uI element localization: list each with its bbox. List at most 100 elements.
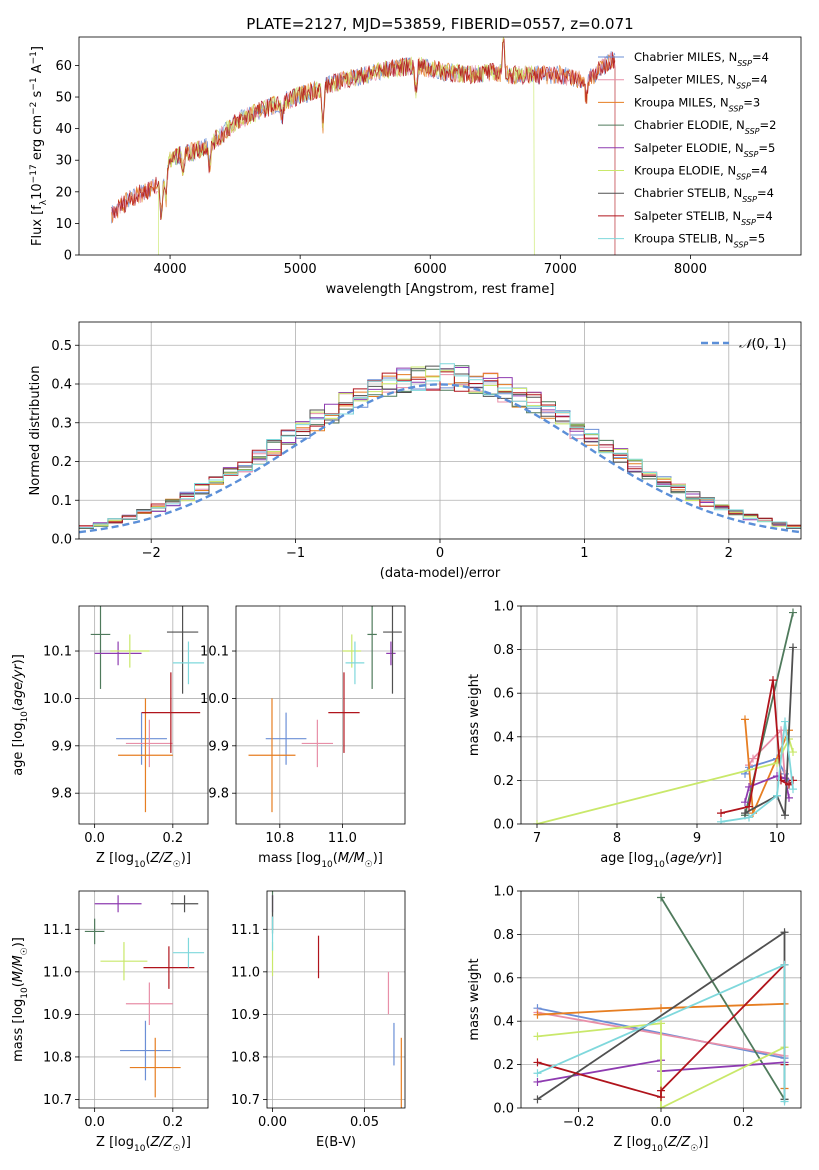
legend: Chabrier MILES, NSSP=4 Salpeter MILES, NS… [598,50,776,249]
legend-label: Chabrier STELIB, NSSP=4 [634,186,774,204]
weight-marker [533,820,541,824]
x-tick-label: −0.2 [563,1115,595,1130]
weight-line [537,1022,785,1108]
x-tick-label: 2 [725,546,733,561]
y-tick-label: 0.8 [493,928,514,943]
y-tick-label: 30 [55,154,72,169]
weight-marker [533,1058,542,1067]
plot-area [236,606,405,824]
panel-age_vs_mass: 10.8 11.0 9.8 9.9 10.0 10.1 mass [log10(M/M☉)] [200,605,406,870]
weight-marker [741,809,749,818]
y-tick-label: 0.3 [51,416,72,431]
x-axis-label: Z [log10(Z/Z☉)] [614,1135,709,1154]
legend-label: Salpeter MILES, NSSP=4 [634,73,768,91]
x-tick-label: 0.0 [84,831,105,846]
legend-label: 𝒩(0, 1) [739,337,786,352]
weight-line [536,736,794,824]
y-tick-label: 9.8 [208,787,229,802]
weight-marker [745,813,753,822]
legend-label: Chabrier ELODIE, NSSP=2 [634,118,776,136]
x-tick-label: 0.2 [162,831,183,846]
legend-label: Kroupa MILES, NSSP=3 [634,95,760,113]
weight-marker [717,809,725,818]
weight-marker [533,1095,542,1104]
weight-marker [749,754,757,763]
weight-marker [533,1069,542,1078]
axes-frame [78,890,209,1109]
plot-area [111,37,616,255]
weight-marker [741,715,749,724]
y-tick-label: 10.9 [231,1008,260,1023]
y-tick-label: 10.8 [231,1050,260,1065]
y-tick-label: 0 [64,249,72,264]
y-tick-label: 40 [55,122,72,137]
y-tick-label: 11.0 [231,965,260,980]
y-tick-label: 10.0 [43,692,72,707]
weight-marker [789,785,797,794]
weight-marker [781,717,789,726]
figure-title: PLATE=2127, MJD=53859, FIBERID=0557, z=0… [246,15,633,33]
y-tick-label: 0.2 [493,1058,514,1073]
panel-weight_vs_age: 7 8 9 10 0.0 0.2 0.4 0.6 0.8 1.0 age [log10(age/yr… [467,600,802,870]
weight-marker [773,791,781,800]
plot-area [267,891,405,1108]
x-tick-label: 6000 [414,262,447,277]
axes-frame [520,605,802,825]
axes-frame [235,605,406,825]
plot-area [79,891,208,1108]
y-tick-label: 1.0 [493,885,514,900]
y-tick-label: 10 [55,217,72,232]
spectrum-line [111,38,616,255]
y-axis-label: Flux [fλ10−17 erg cm−2 s−1 A−1] [29,46,49,246]
y-tick-label: 10.7 [231,1093,260,1108]
x-axis-label: Z [log10(Z/Z☉)] [96,1135,191,1154]
plot-area [79,322,801,539]
y-tick-label: 11.1 [43,923,72,938]
axes-frame [78,36,802,256]
x-tick-label: −1 [286,546,305,561]
y-tick-label: 60 [55,59,72,74]
y-tick-label: 0.0 [51,533,72,548]
y-tick-label: 9.9 [208,739,229,754]
y-tick-label: 0.4 [493,730,514,745]
weight-marker [769,676,777,685]
weight-marker [657,893,665,902]
x-tick-label: 10.8 [265,831,294,846]
x-axis-label: Z [log10(Z/Z☉)] [96,851,191,870]
y-tick-label: 10.8 [43,1050,72,1065]
weight-marker [533,1032,542,1041]
y-tick-label: 0.4 [493,1015,514,1030]
y-axis-label: mass weight [467,674,482,756]
x-tick-label: 1 [580,546,588,561]
y-tick-label: 9.9 [51,739,72,754]
x-tick-label: 0.05 [350,1115,379,1130]
y-tick-label: 0.5 [51,339,72,354]
plot-area [521,891,801,1108]
weight-marker [780,1097,789,1106]
x-tick-label: 4000 [154,262,187,277]
y-tick-label: 0.6 [493,687,514,702]
x-axis-label: E(B-V) [316,1135,356,1150]
x-tick-label: 0.2 [162,1115,183,1130]
weight-marker [781,811,789,820]
y-tick-label: 0.0 [493,1102,514,1117]
weight-marker [657,1104,665,1108]
y-tick-label: 10.1 [200,645,229,660]
panel-mass_vs_ebv: 0.00 0.05 10.7 10.8 10.9 11.0 11.1 E(B-V) [231,890,406,1150]
weight-marker [780,928,789,937]
weight-marker [533,1077,542,1086]
legend-label: Kroupa STELIB, NSSP=5 [634,232,765,250]
plot-area [79,606,208,824]
y-tick-label: 50 [55,91,72,106]
y-tick-label: 10.1 [43,645,72,660]
legend-label: Salpeter STELIB, NSSP=4 [634,209,773,227]
y-tick-label: 0.6 [493,971,514,986]
y-tick-label: 20 [55,185,72,200]
axes-frame [520,890,802,1109]
weight-marker [533,1010,542,1019]
weight-marker [657,1019,665,1028]
panel-age_vs_Z: 0.0 0.2 9.8 9.9 10.0 10.1 Z [log10(Z/Z☉)] age [… [11,605,209,870]
histogram-step [79,363,801,529]
